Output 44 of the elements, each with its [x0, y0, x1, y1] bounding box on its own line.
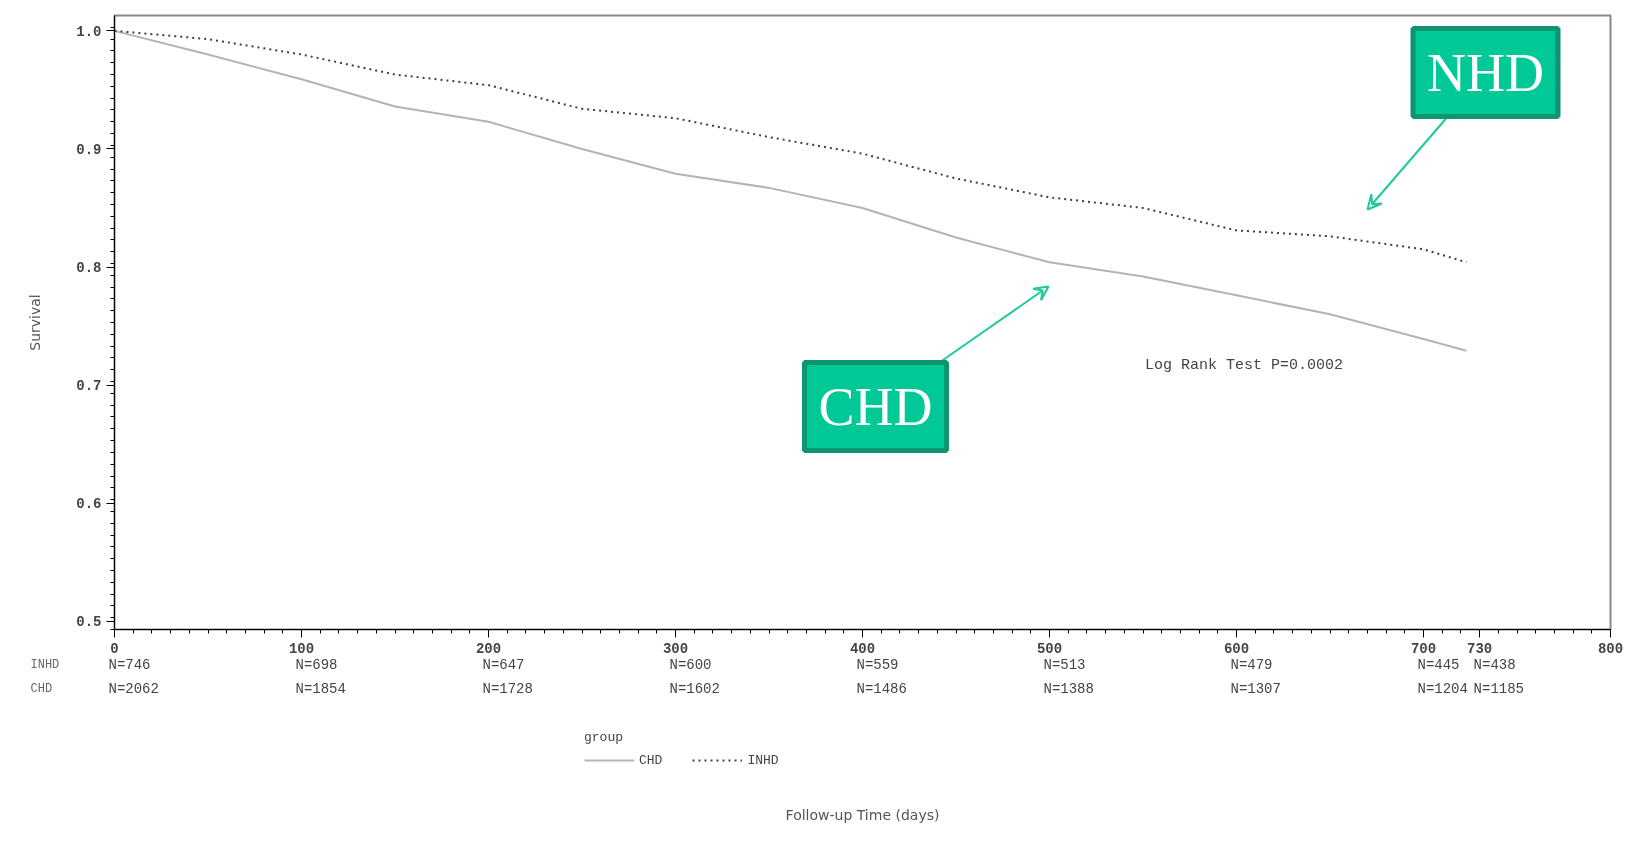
y-tick-label: 0.5 — [76, 614, 102, 631]
text: N=513 — [1043, 656, 1086, 673]
text: N=438 — [1473, 656, 1516, 673]
text: N=1854 — [295, 680, 346, 697]
x-tick-label: 500 — [1036, 640, 1063, 657]
annotation: Log Rank Test P=0.0002 — [1144, 356, 1344, 374]
text: N=698 — [295, 656, 338, 673]
x-tick-label: 800 — [1597, 640, 1624, 657]
text: N=647 — [482, 656, 525, 673]
annotation: NHD — [1427, 42, 1544, 103]
y-tick-label: 1.0 — [76, 23, 102, 40]
x-tick-label: 100 — [288, 640, 315, 657]
text: N=600 — [669, 656, 712, 673]
text: INHD — [30, 657, 60, 672]
x-tick-label: 730 — [1467, 640, 1493, 657]
y-axis-title: Survival — [27, 294, 44, 351]
x-tick-label: 200 — [475, 640, 502, 657]
y-tick-label: 0.7 — [76, 378, 102, 395]
text: N=1728 — [482, 680, 533, 697]
text: N=1602 — [669, 680, 720, 697]
legend-title: group — [584, 730, 624, 745]
x-tick-label: 600 — [1223, 640, 1250, 657]
text: N=1388 — [1043, 680, 1094, 697]
x-tick-label: 0 — [110, 640, 119, 657]
legend-label: INHD — [747, 752, 779, 768]
legend-label: CHD — [639, 752, 663, 768]
text: Follow-up Time (days) — [785, 806, 940, 823]
text: N=1486 — [856, 680, 907, 697]
text: N=559 — [856, 656, 899, 673]
x-tick-label: 400 — [849, 640, 876, 657]
y-tick-label: 0.8 — [76, 260, 102, 276]
text: N=445 — [1417, 656, 1460, 673]
annotation: CHD — [818, 376, 933, 437]
text: N=1307 — [1230, 680, 1281, 697]
text: N=2062 — [108, 680, 159, 697]
text: N=1204 — [1417, 680, 1468, 697]
text: N=1185 — [1473, 680, 1525, 697]
y-tick-label: 0.9 — [76, 141, 102, 158]
text: N=746 — [108, 656, 151, 673]
x-tick-label: 300 — [662, 640, 689, 657]
text: N=479 — [1230, 656, 1273, 673]
y-tick-label: 0.6 — [76, 496, 102, 513]
x-tick-label: 700 — [1410, 640, 1437, 657]
text: CHD — [30, 681, 53, 696]
